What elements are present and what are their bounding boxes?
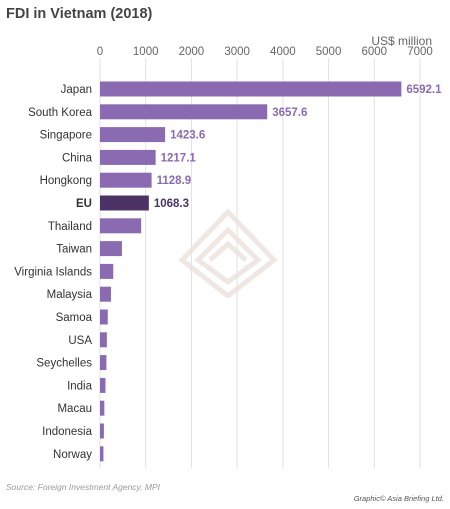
category-label: Norway [53, 449, 92, 461]
category-label: Japan [61, 84, 92, 96]
x-tick-label: 2000 [179, 46, 205, 58]
bar [100, 309, 108, 325]
bar [100, 400, 105, 416]
bar [100, 195, 149, 211]
bar [100, 446, 104, 462]
watermark-logo-icon [178, 208, 278, 298]
x-tick-label: 1000 [133, 46, 159, 58]
category-label: China [62, 152, 93, 164]
data-label: 1217.1 [161, 152, 197, 164]
category-label: Virginia Islands [14, 266, 92, 278]
category-label: Taiwan [56, 244, 92, 256]
category-label: EU [76, 198, 92, 210]
bar [100, 127, 166, 143]
x-tick-label: 7000 [407, 46, 433, 58]
bar [100, 241, 122, 257]
source-note: Source: Foreign Investment Agency, MPI [6, 482, 161, 492]
bar [100, 377, 106, 393]
x-tick-label: 5000 [316, 46, 342, 58]
category-label: Malaysia [47, 289, 93, 301]
category-label: Macau [57, 403, 92, 415]
chart-title: FDI in Vietnam (2018) [6, 6, 153, 22]
bar [100, 286, 111, 302]
bar [100, 263, 114, 279]
bar [100, 355, 107, 371]
bar [100, 172, 152, 188]
data-label: 1068.3 [154, 198, 189, 210]
category-label: Indonesia [42, 426, 92, 438]
bar [100, 81, 402, 97]
graphic-credit: Graphic© Asia Briefing Ltd. [353, 494, 444, 503]
bar [100, 332, 107, 348]
category-label: Singapore [40, 130, 92, 142]
category-label: Samoa [56, 312, 93, 324]
category-label: USA [68, 335, 92, 347]
bar [100, 149, 156, 165]
data-label: 1423.6 [170, 130, 205, 142]
category-label: Thailand [48, 221, 92, 233]
category-label: India [67, 380, 93, 392]
x-tick-label: 4000 [270, 46, 296, 58]
category-label: Hongkong [40, 175, 92, 187]
data-label: 3657.6 [272, 107, 307, 119]
x-tick-label: 6000 [361, 46, 387, 58]
data-label: 1128.9 [157, 175, 192, 187]
x-tick-label: 3000 [224, 46, 250, 58]
bar [100, 218, 142, 234]
bar [100, 104, 268, 120]
category-label: South Korea [28, 107, 93, 119]
bar [100, 423, 104, 439]
data-label: 6592.1 [406, 84, 442, 96]
axis-unit-label: US$ million [371, 34, 432, 48]
category-label: Seychelles [36, 358, 92, 370]
x-tick-label: 0 [97, 46, 103, 58]
